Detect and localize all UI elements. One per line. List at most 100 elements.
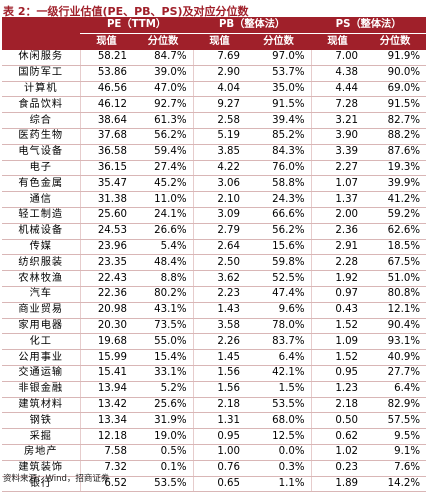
pe-percentile: 39.0% [133, 65, 194, 82]
industry-name: 家用电器 [2, 318, 80, 335]
ps-percentile: 88.2% [364, 128, 427, 145]
pb-current: 2.90 [192, 65, 247, 82]
table-row: 传媒 23.96 5.4% 2.64 15.6% 2.91 18.5% [2, 239, 427, 256]
ps-current: 4.38 [310, 65, 365, 82]
pe-current: 25.60 [79, 207, 133, 224]
pe-current: 19.68 [79, 333, 133, 351]
ps-current: 0.95 [310, 365, 365, 382]
industry-name: 食品饮料 [2, 96, 80, 114]
ps-percentile: 18.5% [364, 239, 427, 256]
pe-current: 46.56 [79, 81, 133, 98]
pb-percentile: 83.7% [246, 333, 312, 351]
header-pe-group: PE（TTM） [80, 17, 194, 34]
header-pb-percentile: 分位数 [246, 33, 312, 50]
pb-current: 4.04 [192, 81, 247, 98]
pe-current: 12.18 [79, 428, 133, 445]
pe-current: 20.98 [79, 302, 133, 319]
industry-name: 建筑装饰 [2, 460, 80, 477]
industry-name: 电子 [2, 160, 80, 177]
pe-percentile: 59.4% [133, 144, 194, 161]
pb-current: 1.00 [192, 444, 247, 461]
industry-name: 非银金融 [2, 381, 80, 398]
table-row: 国防军工 53.86 39.0% 2.90 53.7% 4.38 90.0% [2, 65, 427, 82]
industry-name: 电气设备 [2, 144, 80, 161]
ps-percentile: 91.5% [364, 96, 427, 114]
ps-current: 1.09 [310, 333, 365, 351]
industry-name: 医药生物 [2, 128, 80, 145]
industry-name: 国防军工 [2, 65, 80, 82]
pb-percentile: 39.4% [246, 112, 312, 129]
pe-percentile: 27.4% [133, 160, 194, 177]
pe-current: 58.21 [79, 50, 133, 66]
table-row: 医药生物 37.68 56.2% 5.19 85.2% 3.90 88.2% [2, 128, 427, 145]
pe-percentile: 25.6% [133, 397, 194, 414]
table-row: 采掘 12.18 19.0% 0.95 12.5% 0.62 9.5% [2, 428, 427, 445]
pb-percentile: 91.5% [246, 96, 312, 114]
pe-percentile: 56.2% [133, 128, 194, 145]
pe-current: 46.12 [79, 96, 133, 114]
pe-current: 37.68 [79, 128, 133, 145]
ps-percentile: 57.5% [364, 412, 427, 430]
industry-name: 通信 [2, 191, 80, 208]
pb-current: 3.62 [192, 270, 247, 287]
pe-current: 35.47 [79, 175, 133, 193]
pb-percentile: 42.1% [246, 365, 312, 382]
pe-percentile: 5.4% [133, 239, 194, 256]
pe-percentile: 15.4% [133, 349, 194, 366]
ps-current: 2.91 [310, 239, 365, 256]
ps-current: 1.52 [310, 318, 365, 335]
table-row: 计算机 46.56 47.0% 4.04 35.0% 4.44 69.0% [2, 81, 427, 98]
ps-current: 7.28 [310, 96, 365, 114]
pb-percentile: 47.4% [246, 286, 312, 303]
header-pb-current: 现值 [193, 33, 247, 50]
pb-percentile: 6.4% [246, 349, 312, 366]
pb-current: 2.79 [192, 223, 247, 240]
ps-percentile: 14.2% [364, 476, 427, 492]
ps-percentile: 67.5% [364, 254, 427, 272]
pe-percentile: 11.0% [133, 191, 194, 208]
pe-current: 7.58 [79, 444, 133, 461]
ps-current: 7.00 [310, 50, 365, 66]
table-row: 有色金属 35.47 45.2% 3.06 58.8% 1.07 39.9% [2, 175, 427, 193]
industry-name: 商业贸易 [2, 302, 80, 319]
pb-current: 5.19 [192, 128, 247, 145]
header-ps-group: PS（整体法） [311, 17, 427, 34]
industry-name: 纺织服装 [2, 254, 80, 272]
pe-percentile: 80.2% [133, 286, 194, 303]
pe-percentile: 0.1% [133, 460, 194, 477]
ps-percentile: 51.0% [364, 270, 427, 287]
table-row: 通信 31.38 11.0% 2.10 24.3% 1.37 41.2% [2, 191, 427, 208]
industry-name: 房地产 [2, 444, 80, 461]
industry-name: 汽车 [2, 286, 80, 303]
industry-name: 农林牧渔 [2, 270, 80, 287]
pe-percentile: 84.7% [133, 50, 194, 66]
pe-percentile: 47.0% [133, 81, 194, 98]
pe-percentile: 73.5% [133, 318, 194, 335]
header-pe-percentile: 分位数 [133, 33, 194, 50]
table-row: 商业贸易 20.98 43.1% 1.43 9.6% 0.43 12.1% [2, 302, 427, 319]
pb-percentile: 59.8% [246, 254, 312, 272]
ps-percentile: 19.3% [364, 160, 427, 177]
table-row: 轻工制造 25.60 24.1% 3.09 66.6% 2.00 59.2% [2, 207, 427, 224]
ps-percentile: 40.9% [364, 349, 427, 366]
pe-current: 22.36 [79, 286, 133, 303]
pb-percentile: 52.5% [246, 270, 312, 287]
ps-percentile: 59.2% [364, 207, 427, 224]
industry-name: 采掘 [2, 428, 80, 445]
pb-current: 2.26 [192, 333, 247, 351]
industry-name: 公用事业 [2, 349, 80, 366]
pe-percentile: 92.7% [133, 96, 194, 114]
ps-current: 1.37 [310, 191, 365, 208]
industry-name: 综合 [2, 112, 80, 129]
industry-name: 计算机 [2, 81, 80, 98]
industry-name: 轻工制造 [2, 207, 80, 224]
table-row: 化工 19.68 55.0% 2.26 83.7% 1.09 93.1% [2, 333, 427, 351]
industry-name: 机械设备 [2, 223, 80, 240]
pe-current: 38.64 [79, 112, 133, 129]
table-row: 电气设备 36.58 59.4% 3.85 84.3% 3.39 87.6% [2, 144, 427, 161]
ps-current: 0.50 [310, 412, 365, 430]
pe-percentile: 5.2% [133, 381, 194, 398]
ps-percentile: 91.9% [364, 50, 427, 66]
table-row: 汽车 22.36 80.2% 2.23 47.4% 0.97 80.8% [2, 286, 427, 303]
header-ps-current: 现值 [311, 33, 365, 50]
